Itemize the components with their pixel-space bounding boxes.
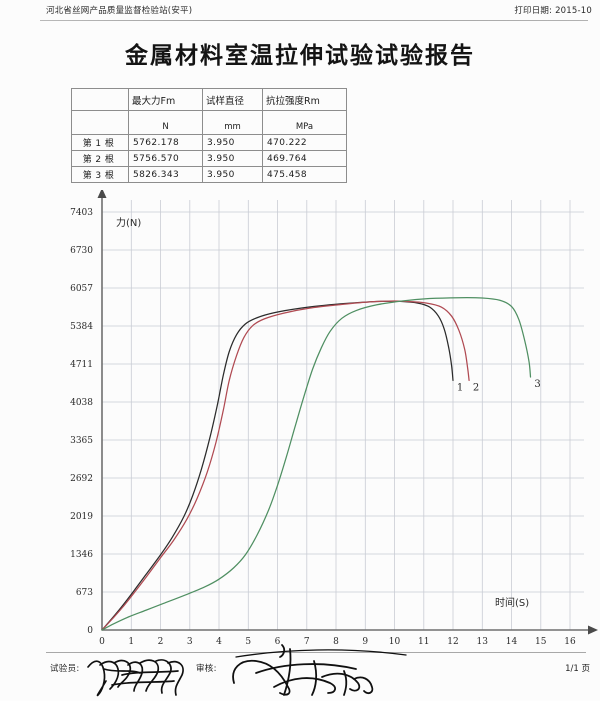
- series-curve: [101, 300, 470, 631]
- x-tick-label: 12: [447, 637, 458, 647]
- x-tick-label: 13: [477, 637, 489, 647]
- tensile-test-chart: 0 673 1346 2019 2692 3365 4038 4711 5384 6057 6730…: [0, 190, 600, 650]
- row-label: 第 1 根: [71, 134, 129, 151]
- x-tick-label: 14: [506, 637, 518, 647]
- x-tick-label: 15: [535, 637, 547, 647]
- x-tick-label: 16: [564, 637, 576, 647]
- reviewer-signature: [226, 643, 426, 701]
- table-row: 第 1 根 5762.178 3.950 470.222: [71, 134, 347, 151]
- chart-gridlines: [102, 200, 584, 630]
- reviewer-label: 审核:: [196, 664, 217, 674]
- cell-diameter: 3.950: [202, 150, 263, 167]
- cell-tensile-strength: 475.458: [262, 166, 347, 183]
- page-title: 金属材料室温拉伸试验试验报告: [125, 43, 475, 69]
- chart-axes: [97, 190, 598, 635]
- footer-divider: [46, 652, 586, 653]
- x-tick-label: 9: [362, 637, 368, 647]
- y-tick-label: 4711: [70, 360, 93, 370]
- x-tick-label: 6: [275, 637, 281, 647]
- x-tick-label: 0: [99, 637, 105, 647]
- series-end-label: 2: [473, 382, 479, 393]
- x-tick-label: 4: [216, 637, 222, 647]
- x-tick-label: 11: [418, 637, 429, 647]
- chart-tick-labels: 0673134620192692336540384711538460576730…: [70, 208, 576, 647]
- y-tick-label: 5384: [70, 322, 93, 332]
- cell-max-force: 5762.178: [128, 134, 203, 151]
- cell-diameter: 3.950: [202, 134, 263, 151]
- y-tick-label: 1346: [70, 550, 93, 560]
- row-label: 第 3 根: [71, 166, 129, 183]
- table-row: 第 3 根 5826.343 3.950 475.458: [71, 166, 347, 183]
- y-tick-label: 6730: [70, 246, 93, 256]
- page-number: 1/1 页: [565, 664, 590, 674]
- page-footer: 试验员: 审核: 1/1 页: [0, 644, 600, 700]
- cell-diameter: 3.950: [202, 166, 263, 183]
- chart-canvas: 0673134620192692336540384711538460576730…: [70, 190, 598, 647]
- cell-tensile-strength: 469.764: [262, 150, 347, 167]
- unit-cell-millimeter: mm: [202, 110, 263, 135]
- cell-tensile-strength: 470.222: [262, 134, 347, 151]
- y-tick-label: 2019: [70, 512, 93, 522]
- header-cell-max-force: 最大力Fm: [128, 88, 203, 111]
- series-curve: [101, 300, 454, 631]
- unit-cell-blank: [71, 110, 129, 135]
- y-axis-arrow-icon: [97, 190, 107, 198]
- y-tick-label: 6057: [70, 284, 93, 294]
- print-date: 打印日期: 2015-10: [514, 6, 592, 16]
- x-tick-label: 1: [128, 637, 134, 647]
- table-units-row: N mm MPa: [71, 110, 347, 135]
- x-tick-label: 8: [333, 637, 339, 647]
- results-table: 最大力Fm 试样直径 抗拉强度Rm N mm MPa 第 1 根 5762.17…: [71, 88, 347, 183]
- y-tick-label: 4038: [70, 398, 93, 408]
- header-cell-tensile-strength: 抗拉强度Rm: [262, 88, 347, 111]
- y-tick-label: 673: [76, 588, 93, 598]
- x-tick-label: 3: [187, 637, 193, 647]
- operator-label: 试验员:: [50, 664, 80, 674]
- series-end-label: 1: [457, 382, 463, 393]
- x-axis-label: 时间(S): [495, 596, 529, 609]
- y-tick-label: 7403: [70, 208, 93, 218]
- series-curve: [101, 297, 532, 631]
- y-tick-label: 2692: [70, 474, 93, 484]
- x-tick-label: 10: [389, 637, 401, 647]
- x-tick-label: 5: [245, 637, 251, 647]
- table-row: 第 2 根 5756.570 3.950 469.764: [71, 150, 347, 167]
- x-tick-label: 2: [158, 637, 164, 647]
- unit-cell-newton: N: [128, 110, 203, 135]
- table-header-row: 最大力Fm 试样直径 抗拉强度Rm: [71, 88, 347, 111]
- page-header: 河北省丝网产品质量监督检验站(安平) 打印日期: 2015-10: [0, 0, 600, 22]
- series-end-label: 3: [534, 379, 540, 390]
- operator-signature: [82, 651, 212, 699]
- x-axis-arrow-icon: [588, 625, 598, 635]
- cell-max-force: 5826.343: [128, 166, 203, 183]
- header-divider: [40, 20, 588, 21]
- organization-name: 河北省丝网产品质量监督检验站(安平): [46, 6, 193, 16]
- y-tick-label: 0: [87, 626, 93, 636]
- row-label: 第 2 根: [71, 150, 129, 167]
- x-tick-label: 7: [304, 637, 310, 647]
- header-cell-blank: [71, 88, 129, 111]
- y-axis-label: 力(N): [116, 216, 141, 229]
- y-tick-label: 3365: [70, 436, 93, 446]
- unit-cell-megapascal: MPa: [262, 110, 347, 135]
- header-cell-diameter: 试样直径: [202, 88, 263, 111]
- cell-max-force: 5756.570: [128, 150, 203, 167]
